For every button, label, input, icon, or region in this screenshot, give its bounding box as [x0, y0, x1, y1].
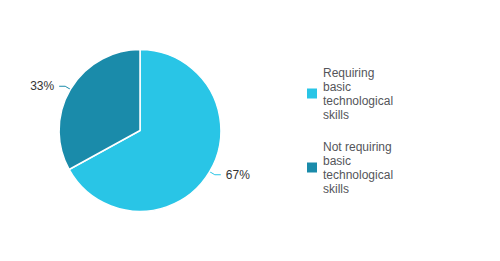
svg-text:33%: 33%	[30, 79, 54, 93]
svg-text:Requiring: Requiring	[323, 66, 374, 80]
svg-text:technological: technological	[323, 94, 393, 108]
svg-text:skills: skills	[323, 182, 349, 196]
svg-text:basic: basic	[323, 80, 351, 94]
svg-text:basic: basic	[323, 154, 351, 168]
svg-text:technological: technological	[323, 168, 393, 182]
svg-text:Not requiring: Not requiring	[323, 140, 392, 154]
svg-text:67%: 67%	[226, 168, 250, 182]
svg-text:skills: skills	[323, 108, 349, 122]
